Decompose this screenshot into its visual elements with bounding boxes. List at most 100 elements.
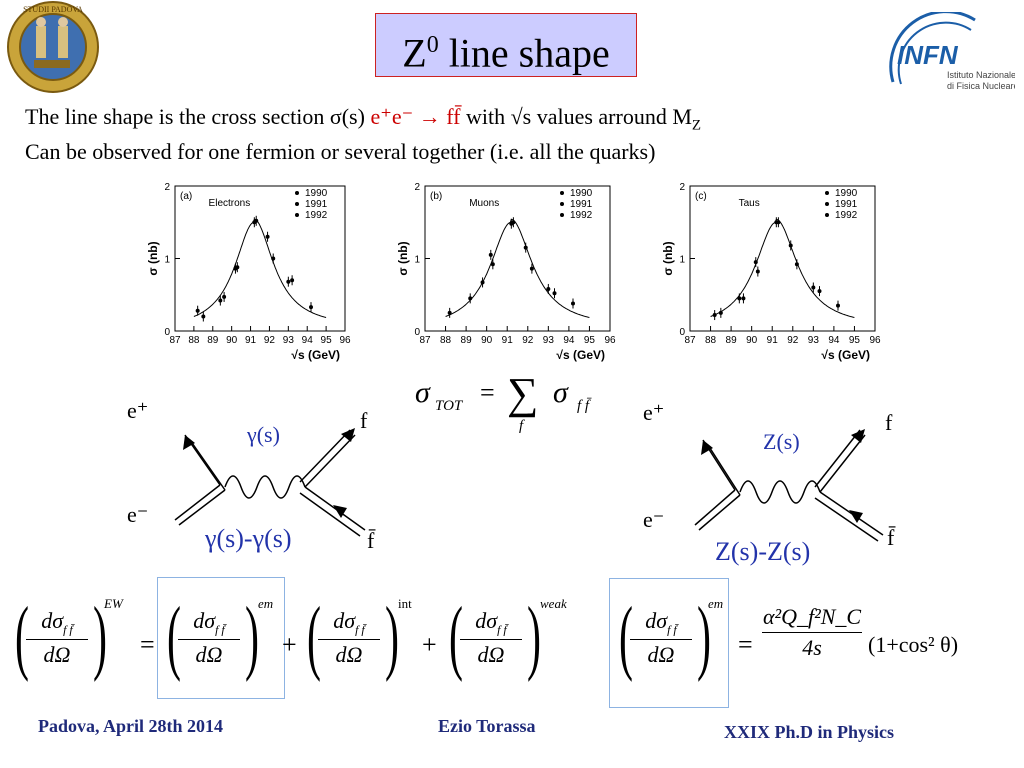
fit-curve: [445, 218, 590, 318]
sigma-tot: σ: [415, 376, 430, 409]
reaction-text: e⁺e⁻ → ff̄: [370, 104, 461, 129]
plot-muons: 87 88 89 90 91 92 93 94 95 96 0 1 2 σ (nb) √s (GeV) (b)…: [396, 182, 616, 362]
data-point: [490, 262, 495, 267]
legend-entry: 1990: [305, 188, 328, 199]
panel-title: Muons: [469, 198, 499, 209]
photon-caption: γ(s)-γ(s): [205, 524, 292, 553]
legend-entry: 1991: [570, 199, 593, 210]
data-point: [552, 291, 557, 296]
x-tick-label: 94: [563, 335, 575, 346]
data-point: [718, 310, 723, 315]
title-z: Z: [402, 30, 427, 76]
legend-entry: 1991: [305, 199, 328, 210]
data-point: [265, 234, 270, 239]
data-point: [523, 245, 528, 250]
data-point: [254, 218, 259, 223]
title-rest: line shape: [438, 30, 610, 76]
f-label-z: f: [885, 410, 893, 435]
x-tick-label: 93: [283, 335, 295, 346]
y-tick-label: 0: [679, 327, 685, 338]
data-point: [529, 266, 534, 271]
fit-curve: [710, 218, 855, 318]
z-propagator-label: Z(s): [763, 429, 800, 454]
x-tick-label: 96: [339, 335, 351, 346]
y-tick-label: 2: [164, 182, 170, 193]
x-tick-label: 94: [302, 335, 314, 346]
data-point: [817, 289, 822, 294]
intro-text-a: The line shape is the cross section σ(s): [25, 104, 371, 129]
legend-marker: [560, 191, 564, 195]
panel-label: (b): [430, 191, 442, 202]
sup-em-right: em: [708, 596, 724, 611]
fbar-label-z: f̄: [887, 525, 895, 550]
y-tick-label: 0: [164, 327, 170, 338]
z-diagram-lines: [694, 429, 884, 542]
data-point: [755, 269, 760, 274]
feynman-diagram-photon: e⁺ e⁻ f f̄ γ(s) γ(s)-γ(s): [115, 390, 405, 560]
x-tick-label: 96: [869, 335, 881, 346]
data-point: [271, 256, 276, 261]
f-label: f: [360, 408, 368, 433]
x-tick-label: 90: [481, 335, 493, 346]
data-point: [222, 294, 227, 299]
x-tick-label: 87: [419, 335, 431, 346]
eplus-label: e⁺: [127, 398, 149, 423]
infn-logo: INFN Istituto Nazionale di Fisica Nuclea…: [885, 10, 1019, 97]
em-equation-box: [609, 578, 729, 708]
sigma-tot-sub: TOT: [435, 398, 463, 414]
panel-title: Taus: [739, 198, 760, 209]
y-axis-label: σ (nb): [146, 241, 160, 275]
legend-marker: [825, 191, 829, 195]
sum-formula: σ TOT = ∑ f σ f f̄: [415, 368, 615, 448]
plot-electrons: 87 88 89 90 91 92 93 94 95 96 0 1 2 σ (nb) √s (GeV) (a)…: [146, 182, 351, 362]
legend-marker: [295, 191, 299, 195]
data-point: [195, 308, 200, 313]
data-point: [737, 296, 742, 301]
rhs-numerator: α²Q_f²N_C: [762, 604, 862, 633]
z-caption: Z(s)-Z(s): [715, 537, 811, 566]
x-axis-label: √s (GeV): [556, 348, 605, 362]
legend-marker: [825, 213, 829, 217]
data-point: [286, 279, 291, 284]
fbar-label: f̄: [367, 528, 375, 553]
x-tick-label: 89: [461, 335, 473, 346]
data-point: [511, 220, 516, 225]
sup-weak: weak: [540, 596, 567, 611]
university-seal-logo: STUDII PADOVA: [6, 0, 100, 94]
x-tick-label: 92: [787, 335, 799, 346]
x-tick-label: 95: [584, 335, 596, 346]
rhs-fraction: α²Q_f²N_C 4s: [762, 604, 862, 661]
y-tick-label: 1: [679, 255, 685, 266]
y-tick-label: 1: [414, 255, 420, 266]
seal-lettering: STUDII PADOVA: [23, 5, 83, 14]
data-point: [546, 286, 551, 291]
sum-index: f: [519, 418, 524, 434]
x-tick-label: 92: [522, 335, 534, 346]
plus-1: +: [282, 630, 297, 659]
x-tick-label: 95: [849, 335, 861, 346]
y-axis-label: σ (nb): [396, 241, 410, 275]
legend-marker: [825, 202, 829, 206]
data-point: [753, 260, 758, 265]
data-point: [235, 265, 240, 270]
footer-date: Padova, April 28th 2014: [38, 716, 224, 736]
data-point: [794, 262, 799, 267]
panel-label: (a): [180, 191, 192, 202]
mz-subscript: Z: [691, 117, 702, 134]
y-tick-label: 1: [164, 255, 170, 266]
infn-wordmark: INFN: [897, 40, 959, 70]
plus-2: +: [422, 630, 437, 659]
data-point: [201, 314, 206, 319]
intro-line-1: The line shape is the cross section σ(s)…: [25, 104, 701, 134]
data-point: [480, 280, 485, 285]
infn-subtitle-2: di Fisica Nucleare: [947, 81, 1015, 91]
intro-line-2: Can be observed for one fermion or sever…: [25, 139, 656, 164]
panel-label: (c): [695, 191, 707, 202]
equals-main: =: [140, 630, 155, 659]
sup-em: em: [258, 596, 274, 611]
legend-marker: [560, 213, 564, 217]
eplus-label-z: e⁺: [643, 400, 665, 425]
feynman-diagram-z: e⁺ e⁻ f f̄ Z(s) Z(s)-Z(s): [635, 395, 915, 575]
x-axis-label: √s (GeV): [291, 348, 340, 362]
legend-marker: [295, 202, 299, 206]
